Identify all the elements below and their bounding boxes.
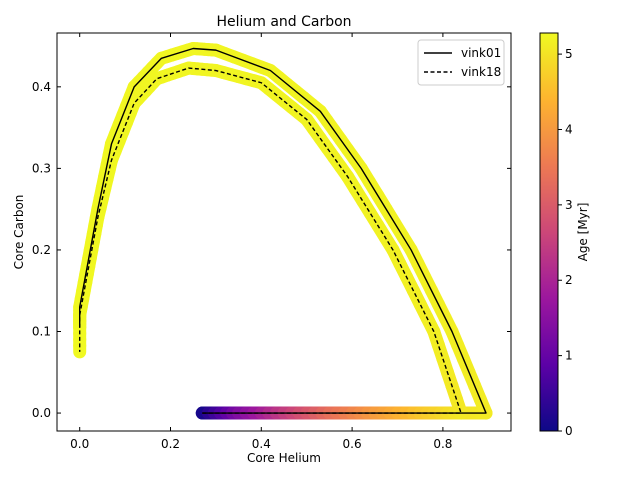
colorbar-tick-label: 5 [565, 47, 573, 61]
x-tick-label: 0.4 [252, 437, 271, 451]
legend-label-vink01: vink01 [461, 46, 501, 60]
y-tick-label: 0.4 [32, 80, 51, 94]
age-colored-tracks [73, 41, 493, 420]
x-tick-label: 0.2 [161, 437, 180, 451]
legend-label-vink18: vink18 [461, 65, 501, 79]
colorbar-tick-label: 0 [565, 424, 573, 438]
colorbar-gradient [539, 32, 559, 432]
colorbar-tick-label: 3 [565, 198, 573, 212]
y-axis-label: Core Carbon [12, 195, 26, 270]
y-tick-label: 0.0 [32, 406, 51, 420]
chart-title: Helium and Carbon [216, 14, 351, 30]
colorbar-ticks: 0 1 2 3 4 5 [558, 47, 573, 438]
series-line-vink18 [79, 67, 462, 414]
colorbar-tick-label: 2 [565, 273, 573, 287]
y-tick-label: 0.1 [32, 325, 51, 339]
x-tick-label: 0.0 [70, 437, 89, 451]
plot-frame [56, 32, 512, 432]
x-axis: 0.0 0.2 0.4 0.6 0.8 [70, 33, 452, 451]
y-tick-label: 0.3 [32, 161, 51, 175]
series-lines [79, 47, 487, 414]
colorbar-tick-label: 4 [565, 122, 573, 136]
y-tick-label: 0.2 [32, 243, 51, 257]
y-axis: 0.0 0.1 0.2 0.3 0.4 [32, 80, 511, 420]
colorbar: 0 1 2 3 4 5 Age [Myr] [539, 32, 590, 438]
x-tick-label: 0.6 [343, 437, 362, 451]
legend: vink01 vink18 [417, 39, 505, 86]
colorbar-tick-label: 1 [565, 349, 573, 363]
x-tick-label: 0.8 [433, 437, 452, 451]
x-axis-label: Core Helium [247, 451, 321, 465]
colorbar-label: Age [Myr] [576, 203, 590, 262]
legend-box [417, 39, 505, 86]
